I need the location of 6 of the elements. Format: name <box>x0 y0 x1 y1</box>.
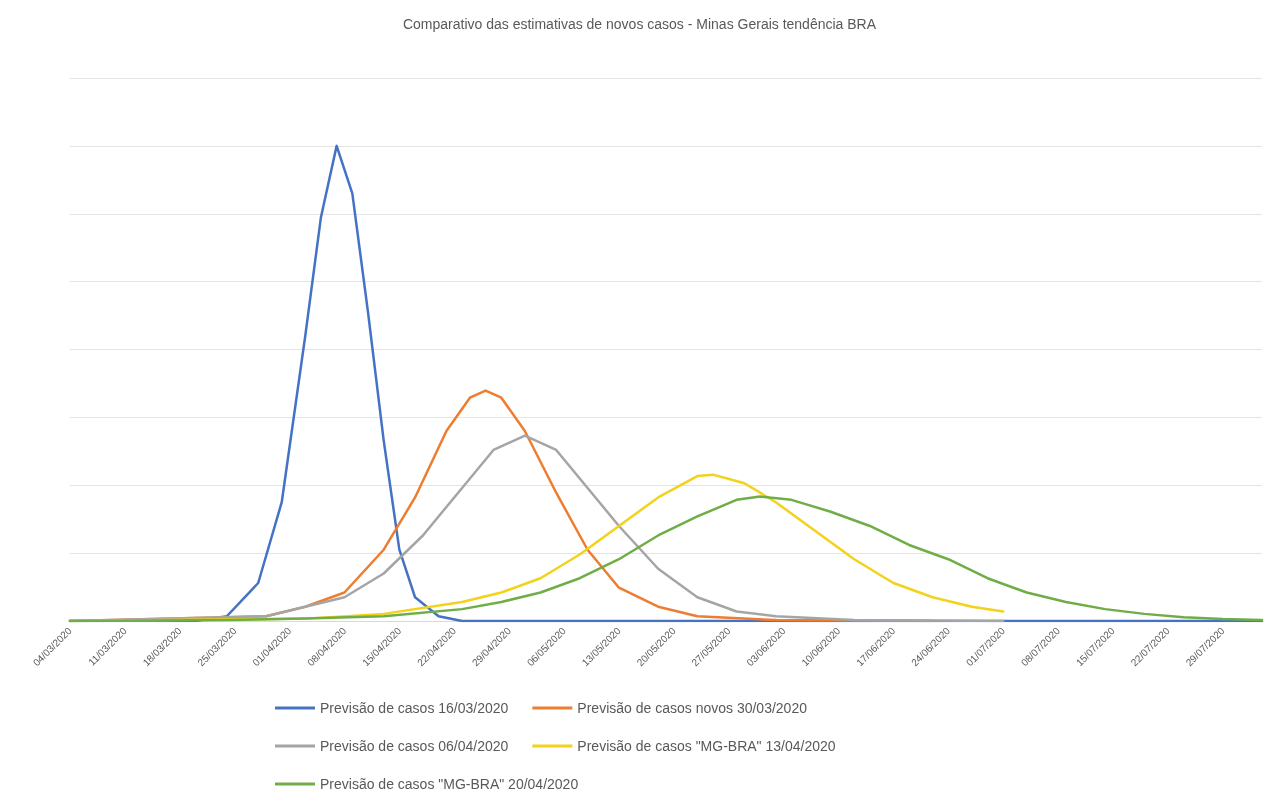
legend-label: Previsão de casos "MG-BRA" 13/04/2020 <box>577 738 836 754</box>
legend-label: Previsão de casos 06/04/2020 <box>320 738 509 754</box>
legend-label: Previsão de casos 16/03/2020 <box>320 700 509 716</box>
legend-label: Previsão de casos "MG-BRA" 20/04/2020 <box>320 776 579 792</box>
chart-title: Comparativo das estimativas de novos casos - Minas Gerais tendência BRA <box>402 16 877 32</box>
legend-label: Previsão de casos novos 30/03/2020 <box>577 700 808 716</box>
